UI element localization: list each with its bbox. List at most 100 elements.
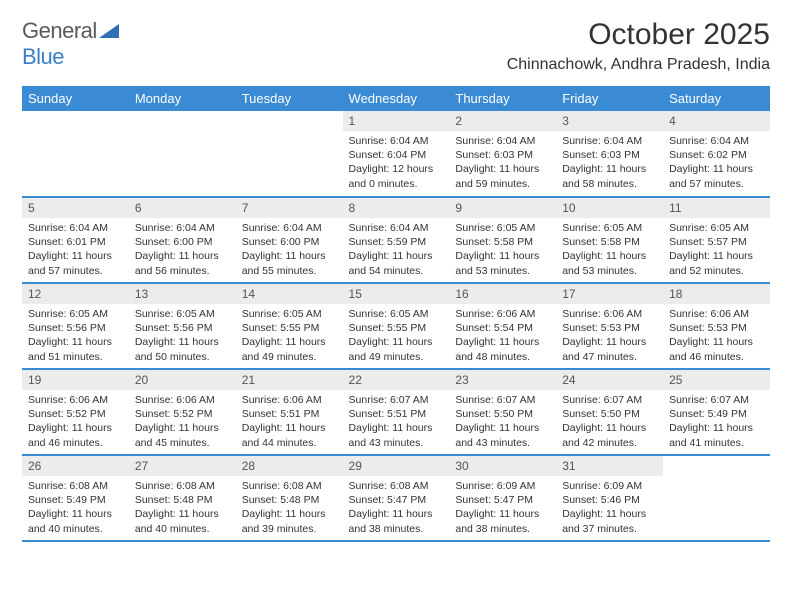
sunrise-text: Sunrise: 6:05 AM — [135, 307, 230, 321]
day-details: Sunrise: 6:04 AMSunset: 6:02 PMDaylight:… — [663, 131, 770, 195]
sunset-text: Sunset: 6:01 PM — [28, 235, 123, 249]
daylight-text-2: and 59 minutes. — [455, 177, 550, 191]
calendar-day-cell: 17Sunrise: 6:06 AMSunset: 5:53 PMDayligh… — [556, 283, 663, 369]
day-details: Sunrise: 6:06 AMSunset: 5:52 PMDaylight:… — [22, 390, 129, 454]
sunset-text: Sunset: 5:48 PM — [135, 493, 230, 507]
sunset-text: Sunset: 5:56 PM — [28, 321, 123, 335]
daylight-text-2: and 57 minutes. — [28, 264, 123, 278]
sunrise-text: Sunrise: 6:04 AM — [669, 134, 764, 148]
day-details: Sunrise: 6:08 AMSunset: 5:49 PMDaylight:… — [22, 476, 129, 540]
day-number — [663, 456, 770, 476]
calendar-day-cell — [129, 111, 236, 197]
day-number: 19 — [22, 370, 129, 390]
day-number: 6 — [129, 198, 236, 218]
sunset-text: Sunset: 6:00 PM — [135, 235, 230, 249]
sunrise-text: Sunrise: 6:07 AM — [349, 393, 444, 407]
sunset-text: Sunset: 5:46 PM — [562, 493, 657, 507]
daylight-text-2: and 54 minutes. — [349, 264, 444, 278]
calendar-day-cell — [22, 111, 129, 197]
day-details: Sunrise: 6:06 AMSunset: 5:51 PMDaylight:… — [236, 390, 343, 454]
calendar-day-cell: 12Sunrise: 6:05 AMSunset: 5:56 PMDayligh… — [22, 283, 129, 369]
sunset-text: Sunset: 5:55 PM — [349, 321, 444, 335]
daylight-text-2: and 49 minutes. — [349, 350, 444, 364]
daylight-text-2: and 38 minutes. — [455, 522, 550, 536]
day-number: 3 — [556, 111, 663, 131]
daylight-text-2: and 44 minutes. — [242, 436, 337, 450]
day-number — [22, 111, 129, 131]
day-number: 7 — [236, 198, 343, 218]
day-details: Sunrise: 6:09 AMSunset: 5:47 PMDaylight:… — [449, 476, 556, 540]
day-number: 4 — [663, 111, 770, 131]
daylight-text-1: Daylight: 11 hours — [349, 421, 444, 435]
day-details: Sunrise: 6:04 AMSunset: 6:03 PMDaylight:… — [449, 131, 556, 195]
daylight-text-2: and 43 minutes. — [349, 436, 444, 450]
calendar-body: 1Sunrise: 6:04 AMSunset: 6:04 PMDaylight… — [22, 111, 770, 541]
daylight-text-1: Daylight: 11 hours — [455, 507, 550, 521]
day-number: 9 — [449, 198, 556, 218]
daylight-text-1: Daylight: 11 hours — [135, 421, 230, 435]
logo-triangle-icon — [99, 18, 119, 43]
daylight-text-2: and 42 minutes. — [562, 436, 657, 450]
daylight-text-1: Daylight: 11 hours — [455, 162, 550, 176]
sunset-text: Sunset: 6:04 PM — [349, 148, 444, 162]
sunrise-text: Sunrise: 6:05 AM — [669, 221, 764, 235]
weekday-header: Monday — [129, 86, 236, 111]
sunrise-text: Sunrise: 6:08 AM — [28, 479, 123, 493]
daylight-text-1: Daylight: 11 hours — [28, 507, 123, 521]
day-number: 8 — [343, 198, 450, 218]
day-number: 23 — [449, 370, 556, 390]
sunrise-text: Sunrise: 6:04 AM — [455, 134, 550, 148]
daylight-text-2: and 58 minutes. — [562, 177, 657, 191]
daylight-text-2: and 40 minutes. — [135, 522, 230, 536]
sunrise-text: Sunrise: 6:04 AM — [349, 134, 444, 148]
sunrise-text: Sunrise: 6:04 AM — [28, 221, 123, 235]
day-number: 12 — [22, 284, 129, 304]
daylight-text-2: and 53 minutes. — [455, 264, 550, 278]
weekday-header: Wednesday — [343, 86, 450, 111]
sunset-text: Sunset: 5:56 PM — [135, 321, 230, 335]
sunset-text: Sunset: 5:52 PM — [135, 407, 230, 421]
calendar-day-cell: 27Sunrise: 6:08 AMSunset: 5:48 PMDayligh… — [129, 455, 236, 541]
calendar-day-cell: 11Sunrise: 6:05 AMSunset: 5:57 PMDayligh… — [663, 197, 770, 283]
calendar-day-cell: 25Sunrise: 6:07 AMSunset: 5:49 PMDayligh… — [663, 369, 770, 455]
calendar-day-cell: 24Sunrise: 6:07 AMSunset: 5:50 PMDayligh… — [556, 369, 663, 455]
sunrise-text: Sunrise: 6:08 AM — [135, 479, 230, 493]
day-details: Sunrise: 6:04 AMSunset: 6:00 PMDaylight:… — [129, 218, 236, 282]
daylight-text-1: Daylight: 11 hours — [562, 421, 657, 435]
day-number: 14 — [236, 284, 343, 304]
calendar-day-cell: 20Sunrise: 6:06 AMSunset: 5:52 PMDayligh… — [129, 369, 236, 455]
weekday-header: Tuesday — [236, 86, 343, 111]
daylight-text-2: and 38 minutes. — [349, 522, 444, 536]
daylight-text-2: and 52 minutes. — [669, 264, 764, 278]
daylight-text-1: Daylight: 11 hours — [669, 335, 764, 349]
daylight-text-2: and 43 minutes. — [455, 436, 550, 450]
day-number: 18 — [663, 284, 770, 304]
calendar-day-cell: 9Sunrise: 6:05 AMSunset: 5:58 PMDaylight… — [449, 197, 556, 283]
day-number: 13 — [129, 284, 236, 304]
day-number: 5 — [22, 198, 129, 218]
day-number: 26 — [22, 456, 129, 476]
calendar-table: SundayMondayTuesdayWednesdayThursdayFrid… — [22, 86, 770, 542]
calendar-week-row: 1Sunrise: 6:04 AMSunset: 6:04 PMDaylight… — [22, 111, 770, 197]
sunset-text: Sunset: 5:59 PM — [349, 235, 444, 249]
sunset-text: Sunset: 5:47 PM — [349, 493, 444, 507]
daylight-text-2: and 46 minutes. — [669, 350, 764, 364]
day-number: 30 — [449, 456, 556, 476]
day-number: 11 — [663, 198, 770, 218]
calendar-day-cell: 1Sunrise: 6:04 AMSunset: 6:04 PMDaylight… — [343, 111, 450, 197]
day-number: 1 — [343, 111, 450, 131]
day-number: 25 — [663, 370, 770, 390]
daylight-text-2: and 41 minutes. — [669, 436, 764, 450]
daylight-text-1: Daylight: 11 hours — [242, 249, 337, 263]
day-number: 21 — [236, 370, 343, 390]
daylight-text-1: Daylight: 11 hours — [455, 249, 550, 263]
calendar-day-cell: 4Sunrise: 6:04 AMSunset: 6:02 PMDaylight… — [663, 111, 770, 197]
calendar-header: SundayMondayTuesdayWednesdayThursdayFrid… — [22, 86, 770, 111]
daylight-text-2: and 0 minutes. — [349, 177, 444, 191]
day-number: 24 — [556, 370, 663, 390]
day-number: 22 — [343, 370, 450, 390]
sunrise-text: Sunrise: 6:04 AM — [242, 221, 337, 235]
day-details: Sunrise: 6:04 AMSunset: 6:03 PMDaylight:… — [556, 131, 663, 195]
daylight-text-1: Daylight: 11 hours — [28, 335, 123, 349]
day-number: 20 — [129, 370, 236, 390]
